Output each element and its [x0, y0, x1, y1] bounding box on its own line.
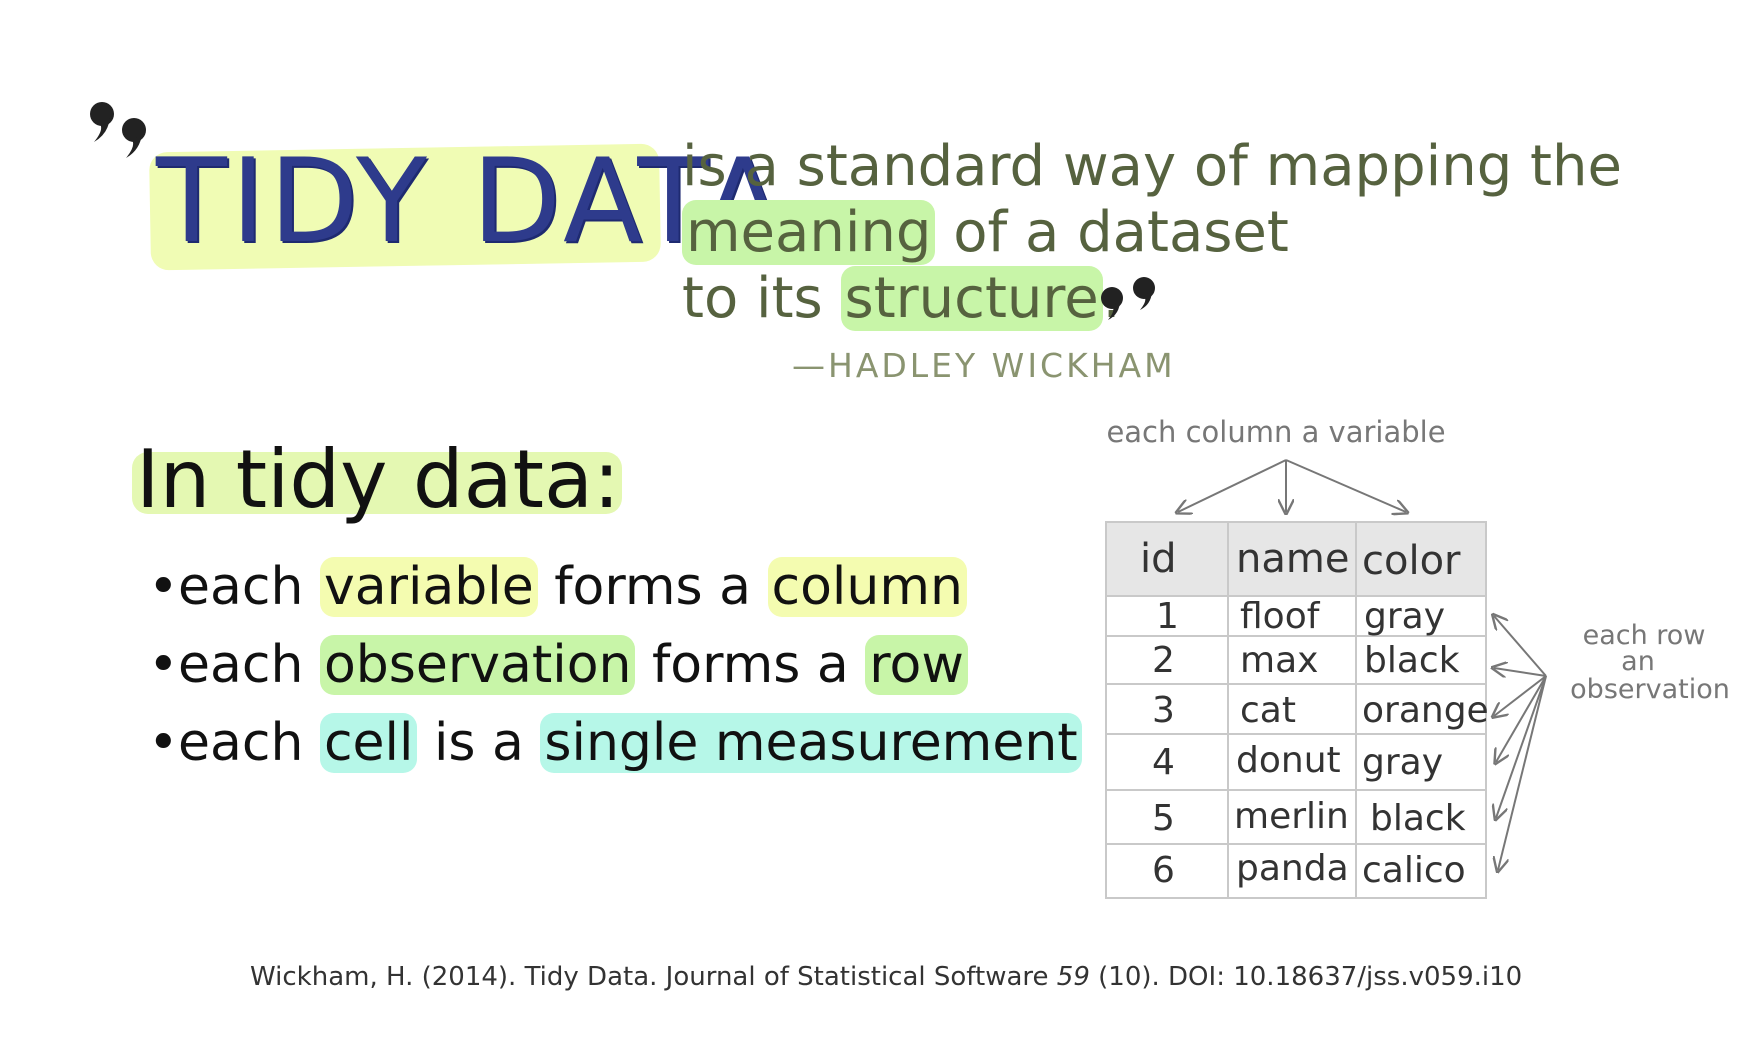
- quote-line-3: to its structure.: [682, 266, 1642, 332]
- cell-highlight: cell: [319, 713, 418, 773]
- table-cell: orange: [1362, 690, 1489, 731]
- meaning-highlight: meaning: [682, 200, 936, 265]
- column-annotation: each column a variable: [1106, 415, 1445, 449]
- table-row: 4 donut gray: [1152, 740, 1443, 783]
- table-row: 2 max black: [1152, 640, 1460, 681]
- principles-heading: In tidy data:: [136, 433, 621, 526]
- table-body: 1 floof gray 2 max black 3 cat orange 4 …: [1152, 596, 1489, 891]
- table-cell: 3: [1152, 690, 1175, 731]
- quote-author: —HADLEY WICKHAM: [792, 346, 1176, 385]
- structure-highlight: structure: [840, 266, 1103, 331]
- table-row: 3 cat orange: [1152, 690, 1489, 731]
- column-highlight: column: [767, 557, 967, 617]
- table-cell: 5: [1152, 798, 1175, 839]
- table-cell: 6: [1152, 850, 1175, 891]
- column-arrows: [1178, 459, 1406, 512]
- table-header-cell: color: [1362, 538, 1461, 584]
- row-annotation: each row an observation: [1570, 620, 1730, 705]
- table-cell: floof: [1240, 596, 1321, 637]
- heading-highlight: [132, 452, 622, 514]
- table-cell: gray: [1362, 742, 1443, 783]
- table-cell: 4: [1152, 742, 1175, 783]
- quote-text: is a standard way of mapping the meaning…: [682, 134, 1642, 332]
- svg-text:each row: each row: [1583, 620, 1706, 651]
- table-cell: panda: [1236, 848, 1349, 889]
- row-arrows: [1494, 616, 1547, 870]
- table-cell: cat: [1240, 690, 1296, 731]
- open-quote-icon: [90, 102, 146, 158]
- table-header-cell: name: [1236, 536, 1349, 582]
- table-row: 5 merlin black: [1152, 796, 1466, 839]
- row-highlight: row: [865, 635, 968, 695]
- table-header-bg: [1106, 522, 1486, 596]
- table-cell: black: [1364, 640, 1460, 681]
- measurement-highlight: single measurement: [540, 713, 1082, 773]
- citation-volume: 59: [1056, 962, 1090, 992]
- table-cell: calico: [1362, 850, 1466, 891]
- citation: Wickham, H. (2014). Tidy Data. Journal o…: [250, 962, 1523, 992]
- table-cell: 1: [1156, 596, 1179, 637]
- table-cell: merlin: [1234, 796, 1349, 837]
- principle-item: •each variable forms a column: [148, 548, 1082, 626]
- svg-text:an: an: [1621, 646, 1655, 677]
- svg-text:observation: observation: [1570, 674, 1730, 705]
- principle-item: •each cell is a single measurement: [148, 704, 1082, 782]
- table-cell: donut: [1236, 740, 1341, 781]
- variable-highlight: variable: [319, 557, 538, 617]
- tidy-data-title: TIDY DATA: [156, 134, 787, 269]
- table-cell: max: [1240, 640, 1318, 681]
- close-quote-icon: [1101, 277, 1155, 320]
- table-cell: black: [1370, 798, 1466, 839]
- table-header-row: id name color: [1140, 536, 1461, 584]
- observation-highlight: observation: [319, 635, 636, 695]
- table-header-cell: id: [1140, 536, 1177, 582]
- table-row: 6 panda calico: [1152, 848, 1466, 891]
- tidy-table-diagram: each column a variable id name color 1 f…: [1105, 415, 1730, 899]
- table-cell: 2: [1152, 640, 1175, 681]
- principle-item: •each observation forms a row: [148, 626, 1082, 704]
- principles-list: •each variable forms a column •each obse…: [148, 548, 1082, 782]
- table-grid: [1105, 521, 1487, 899]
- quote-line-2: meaning of a dataset: [682, 200, 1642, 266]
- table-row: 1 floof gray: [1156, 596, 1445, 637]
- quote-line-1: is a standard way of mapping the: [682, 134, 1622, 199]
- table-cell: gray: [1364, 596, 1445, 637]
